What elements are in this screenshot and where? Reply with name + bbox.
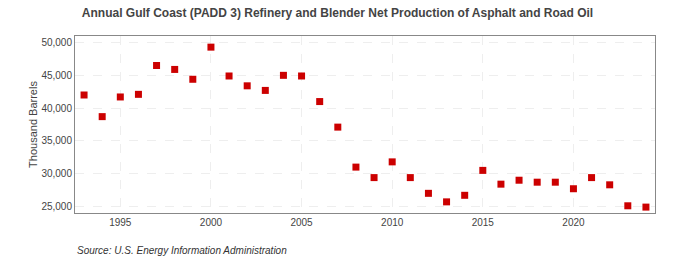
svg-text:1995: 1995 xyxy=(109,217,132,228)
svg-text:2000: 2000 xyxy=(200,217,223,228)
svg-text:2020: 2020 xyxy=(562,217,585,228)
svg-text:Source: U.S. Energy Informatio: Source: U.S. Energy Information Administ… xyxy=(77,245,287,256)
svg-text:35,000: 35,000 xyxy=(41,135,72,146)
svg-text:40,000: 40,000 xyxy=(41,103,72,114)
svg-text:45,000: 45,000 xyxy=(41,70,72,81)
svg-text:2010: 2010 xyxy=(381,217,404,228)
svg-text:2015: 2015 xyxy=(472,217,495,228)
svg-text:2005: 2005 xyxy=(290,217,313,228)
svg-text:50,000: 50,000 xyxy=(41,37,72,48)
svg-text:30,000: 30,000 xyxy=(41,168,72,179)
svg-text:25,000: 25,000 xyxy=(41,201,72,212)
svg-text:Thousand Barrels: Thousand Barrels xyxy=(27,81,39,168)
svg-text:Annual Gulf Coast (PADD 3) Ref: Annual Gulf Coast (PADD 3) Refinery and … xyxy=(82,6,593,20)
